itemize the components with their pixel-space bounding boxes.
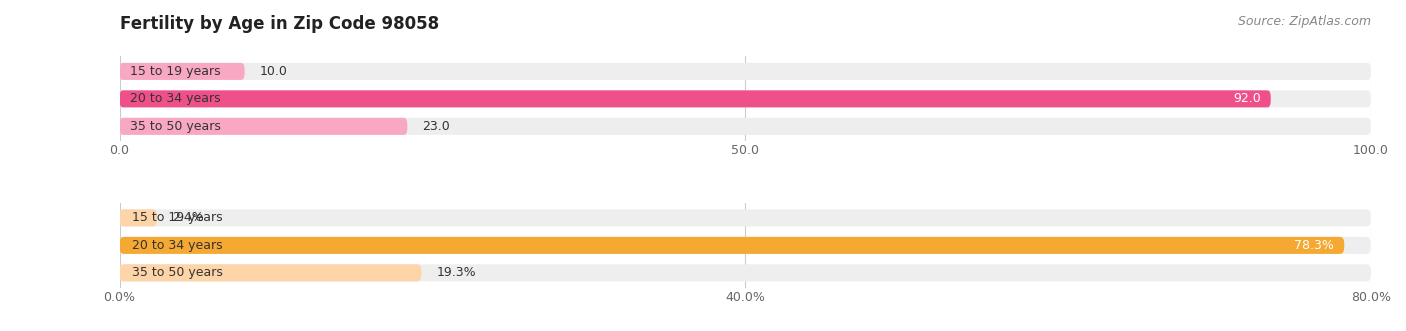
- Text: 35 to 50 years: 35 to 50 years: [129, 120, 221, 133]
- FancyBboxPatch shape: [120, 118, 408, 135]
- Text: 23.0: 23.0: [422, 120, 450, 133]
- Text: 78.3%: 78.3%: [1295, 239, 1334, 252]
- Text: 15 to 19 years: 15 to 19 years: [132, 212, 222, 224]
- Text: 20 to 34 years: 20 to 34 years: [132, 239, 222, 252]
- FancyBboxPatch shape: [120, 210, 157, 226]
- FancyBboxPatch shape: [120, 237, 1344, 254]
- FancyBboxPatch shape: [120, 264, 1371, 281]
- Text: 10.0: 10.0: [260, 65, 288, 78]
- Text: Fertility by Age in Zip Code 98058: Fertility by Age in Zip Code 98058: [120, 15, 439, 33]
- FancyBboxPatch shape: [120, 210, 1371, 226]
- Text: 15 to 19 years: 15 to 19 years: [129, 65, 221, 78]
- FancyBboxPatch shape: [120, 90, 1371, 107]
- FancyBboxPatch shape: [120, 118, 1371, 135]
- Text: 2.4%: 2.4%: [172, 212, 204, 224]
- Text: 35 to 50 years: 35 to 50 years: [132, 266, 224, 279]
- FancyBboxPatch shape: [120, 264, 422, 281]
- FancyBboxPatch shape: [120, 90, 1271, 107]
- Text: Source: ZipAtlas.com: Source: ZipAtlas.com: [1237, 15, 1371, 28]
- FancyBboxPatch shape: [120, 63, 1371, 80]
- Text: 20 to 34 years: 20 to 34 years: [129, 92, 221, 105]
- Text: 92.0: 92.0: [1233, 92, 1261, 105]
- Text: 19.3%: 19.3%: [436, 266, 477, 279]
- FancyBboxPatch shape: [120, 63, 245, 80]
- FancyBboxPatch shape: [120, 237, 1371, 254]
